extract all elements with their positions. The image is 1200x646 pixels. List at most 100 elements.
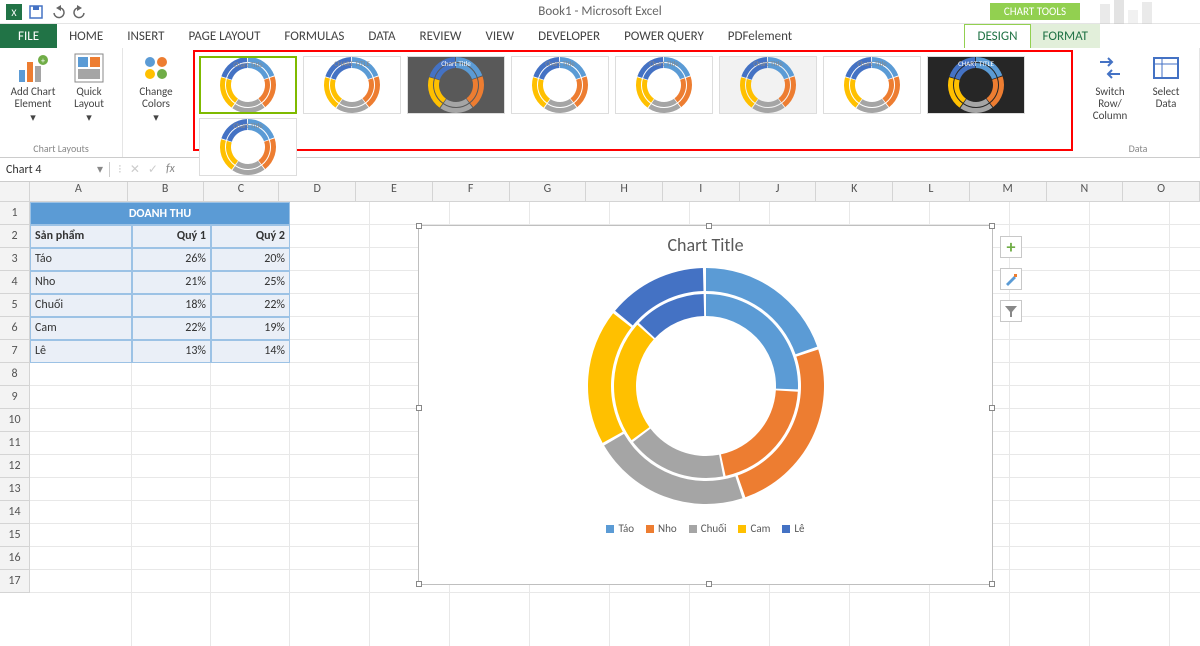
col-header-K[interactable]: K <box>816 182 893 202</box>
tab-view[interactable]: VIEW <box>474 24 527 48</box>
chart-filter-button[interactable] <box>1000 300 1022 322</box>
row-header-2[interactable]: 2 <box>0 225 30 248</box>
table-cell[interactable]: 14% <box>211 340 290 363</box>
col-header-A[interactable]: A <box>30 182 128 202</box>
tab-insert[interactable]: INSERT <box>115 24 176 48</box>
tab-home[interactable]: HOME <box>57 24 115 48</box>
row-header-4[interactable]: 4 <box>0 271 30 294</box>
row-header-17[interactable]: 17 <box>0 570 30 593</box>
redo-icon[interactable] <box>72 4 88 20</box>
table-cell[interactable]: 25% <box>211 271 290 294</box>
group-chart-layouts: + Add Chart Element▾ Quick Layout▾ Chart… <box>0 48 123 157</box>
col-header-I[interactable]: I <box>663 182 740 202</box>
table-cell[interactable]: 13% <box>132 340 211 363</box>
fx-cancel-icon[interactable]: ✕ <box>130 162 140 177</box>
row-header-3[interactable]: 3 <box>0 248 30 271</box>
quick-layout-button[interactable]: Quick Layout▾ <box>64 52 114 124</box>
select-data-button[interactable]: Select Data <box>1141 52 1191 110</box>
chart-brush-button[interactable] <box>1000 268 1022 290</box>
col-header-G[interactable]: G <box>510 182 587 202</box>
tab-developer[interactable]: DEVELOPER <box>526 24 612 48</box>
change-colors-button[interactable]: Change Colors▾ <box>131 52 181 124</box>
chart-style-5[interactable]: Chart Title <box>615 56 713 114</box>
chart-style-3[interactable]: Chart Title <box>407 56 505 114</box>
chart-style-1[interactable]: Chart Title <box>199 56 297 114</box>
name-box[interactable]: Chart 4▾ <box>0 162 110 177</box>
row-header-13[interactable]: 13 <box>0 478 30 501</box>
row-header-6[interactable]: 6 <box>0 317 30 340</box>
tab-file[interactable]: FILE <box>0 24 57 48</box>
row-header-1[interactable]: 1 <box>0 202 30 225</box>
fx-icon[interactable]: fx <box>166 162 175 177</box>
tab-design[interactable]: DESIGN <box>964 24 1030 48</box>
col-header-H[interactable]: H <box>586 182 663 202</box>
col-header-D[interactable]: D <box>279 182 356 202</box>
tab-data[interactable]: DATA <box>356 24 407 48</box>
excel-icon: X <box>6 4 22 20</box>
table-header[interactable]: Quý 1 <box>132 225 211 248</box>
col-header-O[interactable]: O <box>1123 182 1200 202</box>
row-header-9[interactable]: 9 <box>0 386 30 409</box>
chart-style-4[interactable]: Chart Title <box>511 56 609 114</box>
chart-title[interactable]: Chart Title <box>419 234 992 256</box>
tab-format[interactable]: FORMAT <box>1031 24 1100 48</box>
tab-page-layout[interactable]: PAGE LAYOUT <box>177 24 273 48</box>
table-cell[interactable]: 19% <box>211 317 290 340</box>
decorative-bars <box>1100 0 1180 24</box>
table-header[interactable]: Quý 2 <box>211 225 290 248</box>
row-header-5[interactable]: 5 <box>0 294 30 317</box>
table-cell[interactable]: Chuối <box>30 294 132 317</box>
chart-legend[interactable]: TáoNhoChuốiCamLê <box>419 522 992 536</box>
add-chart-element-button[interactable]: + Add Chart Element▾ <box>8 52 58 124</box>
table-cell[interactable]: 20% <box>211 248 290 271</box>
row-header-14[interactable]: 14 <box>0 501 30 524</box>
chart-style-6[interactable]: Chart Title <box>719 56 817 114</box>
chart-object[interactable]: Chart Title TáoNhoChuốiCamLê + <box>418 225 993 585</box>
chart-style-9[interactable]: Chart Title <box>199 118 297 176</box>
col-header-E[interactable]: E <box>356 182 433 202</box>
table-cell[interactable]: 18% <box>132 294 211 317</box>
chart-styles-gallery[interactable]: Chart TitleCHART TITLEChart TitleChart T… <box>193 50 1073 151</box>
col-header-F[interactable]: F <box>433 182 510 202</box>
col-header-M[interactable]: M <box>970 182 1047 202</box>
row-header-12[interactable]: 12 <box>0 455 30 478</box>
table-title[interactable]: DOANH THU <box>30 202 290 225</box>
row-header-8[interactable]: 8 <box>0 363 30 386</box>
col-header-J[interactable]: J <box>740 182 817 202</box>
chart-style-2[interactable]: CHART TITLE <box>303 56 401 114</box>
row-header-15[interactable]: 15 <box>0 524 30 547</box>
col-header-N[interactable]: N <box>1047 182 1124 202</box>
fx-cancel-icon[interactable]: ⁝ <box>118 162 122 177</box>
table-cell[interactable]: 21% <box>132 271 211 294</box>
undo-icon[interactable] <box>50 4 66 20</box>
table-cell[interactable]: 26% <box>132 248 211 271</box>
tab-formulas[interactable]: FORMULAS <box>272 24 356 48</box>
quick-layout-label: Quick Layout <box>64 86 114 110</box>
chart-style-7[interactable]: Chart Title <box>823 56 921 114</box>
save-icon[interactable] <box>28 4 44 20</box>
fx-confirm-icon[interactable]: ✓ <box>148 162 158 177</box>
table-header[interactable]: Sản phẩm <box>30 225 132 248</box>
table-cell[interactable]: 22% <box>211 294 290 317</box>
tab-pdfelement[interactable]: PDFelement <box>716 24 804 48</box>
row-header-16[interactable]: 16 <box>0 547 30 570</box>
tab-power-query[interactable]: POWER QUERY <box>612 24 716 48</box>
table-cell[interactable]: Lê <box>30 340 132 363</box>
col-header-L[interactable]: L <box>893 182 970 202</box>
row-header-10[interactable]: 10 <box>0 409 30 432</box>
chart-style-8[interactable]: CHART TITLE <box>927 56 1025 114</box>
worksheet[interactable]: ABCDEFGHIJKLMNO 123456789101112131415161… <box>0 182 1200 646</box>
col-header-C[interactable]: C <box>204 182 280 202</box>
chart-plus-button[interactable]: + <box>1000 236 1022 258</box>
tab-review[interactable]: REVIEW <box>408 24 474 48</box>
col-header-B[interactable]: B <box>128 182 204 202</box>
table-cell[interactable]: Táo <box>30 248 132 271</box>
select-all-corner[interactable] <box>0 182 30 202</box>
table-cell[interactable]: Nho <box>30 271 132 294</box>
row-header-11[interactable]: 11 <box>0 432 30 455</box>
table-cell[interactable]: 22% <box>132 317 211 340</box>
table-cell[interactable]: Cam <box>30 317 132 340</box>
switch-row-column-button[interactable]: Switch Row/ Column <box>1085 52 1135 122</box>
ribbon: + Add Chart Element▾ Quick Layout▾ Chart… <box>0 48 1200 158</box>
row-header-7[interactable]: 7 <box>0 340 30 363</box>
